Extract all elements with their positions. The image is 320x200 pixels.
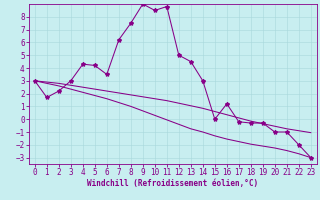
X-axis label: Windchill (Refroidissement éolien,°C): Windchill (Refroidissement éolien,°C) <box>87 179 258 188</box>
